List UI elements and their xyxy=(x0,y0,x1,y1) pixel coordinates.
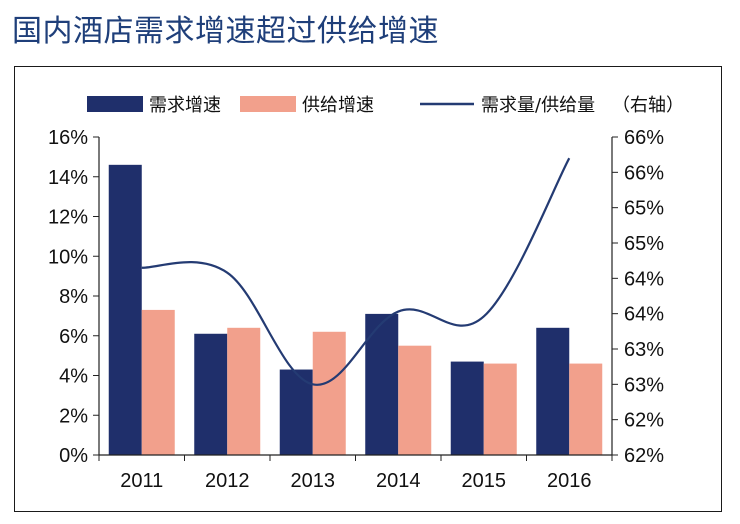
demand-bar-2014 xyxy=(365,313,399,455)
chart-frame xyxy=(14,66,722,512)
right-tick-label: 62% xyxy=(624,410,664,432)
right-tick-label: 66% xyxy=(624,127,664,149)
legend-label-right-axis: （右轴） xyxy=(612,95,684,116)
left-tick-label: 10% xyxy=(48,246,88,268)
x-tick-label: 2011 xyxy=(120,470,163,492)
left-tick-label: 8% xyxy=(59,286,88,308)
supply-bar-2013 xyxy=(312,331,346,455)
ratio-line xyxy=(141,157,571,386)
supply-bar-2014 xyxy=(398,345,432,455)
left-tick-label: 14% xyxy=(48,167,88,189)
right-tick-label: 66% xyxy=(624,162,664,184)
x-tick-label: 2014 xyxy=(376,470,421,492)
supply-bar-2011 xyxy=(141,309,175,455)
x-tick-label: 2015 xyxy=(462,470,507,492)
legend-swatch-supply xyxy=(240,96,296,112)
demand-bar-2016 xyxy=(536,327,570,455)
supply-bar-2012 xyxy=(227,327,261,455)
demand-bar-2015 xyxy=(450,361,484,455)
legend-swatch-demand xyxy=(87,96,143,112)
right-tick-label: 63% xyxy=(624,374,664,396)
right-tick-label: 62% xyxy=(624,445,664,467)
legend-label-ratio: 需求量/供给量 xyxy=(481,95,595,116)
legend-label-demand: 需求增速 xyxy=(149,95,221,116)
x-tick-label: 2016 xyxy=(547,470,592,492)
supply-bar-2015 xyxy=(483,363,517,455)
x-tick-label: 2013 xyxy=(291,470,336,492)
right-tick-label: 64% xyxy=(624,268,664,290)
left-tick-label: 2% xyxy=(59,405,88,427)
right-tick-label: 64% xyxy=(624,304,664,326)
left-tick-label: 16% xyxy=(48,127,88,149)
page-title: 国内酒店需求增速超过供给增速 xyxy=(12,14,439,49)
right-tick-label: 65% xyxy=(624,233,664,255)
x-tick-label: 2012 xyxy=(205,470,250,492)
right-tick-label: 65% xyxy=(624,198,664,220)
supply-bar-2016 xyxy=(569,363,603,455)
left-tick-label: 4% xyxy=(59,366,88,388)
demand-bar-2012 xyxy=(194,333,228,455)
right-tick-label: 63% xyxy=(624,339,664,361)
demand-bar-2013 xyxy=(279,369,313,455)
legend-label-supply: 供给增速 xyxy=(302,95,374,116)
left-tick-label: 12% xyxy=(48,207,88,229)
left-tick-label: 0% xyxy=(59,445,88,467)
left-tick-label: 6% xyxy=(59,326,88,348)
demand-bar-2011 xyxy=(108,164,142,455)
